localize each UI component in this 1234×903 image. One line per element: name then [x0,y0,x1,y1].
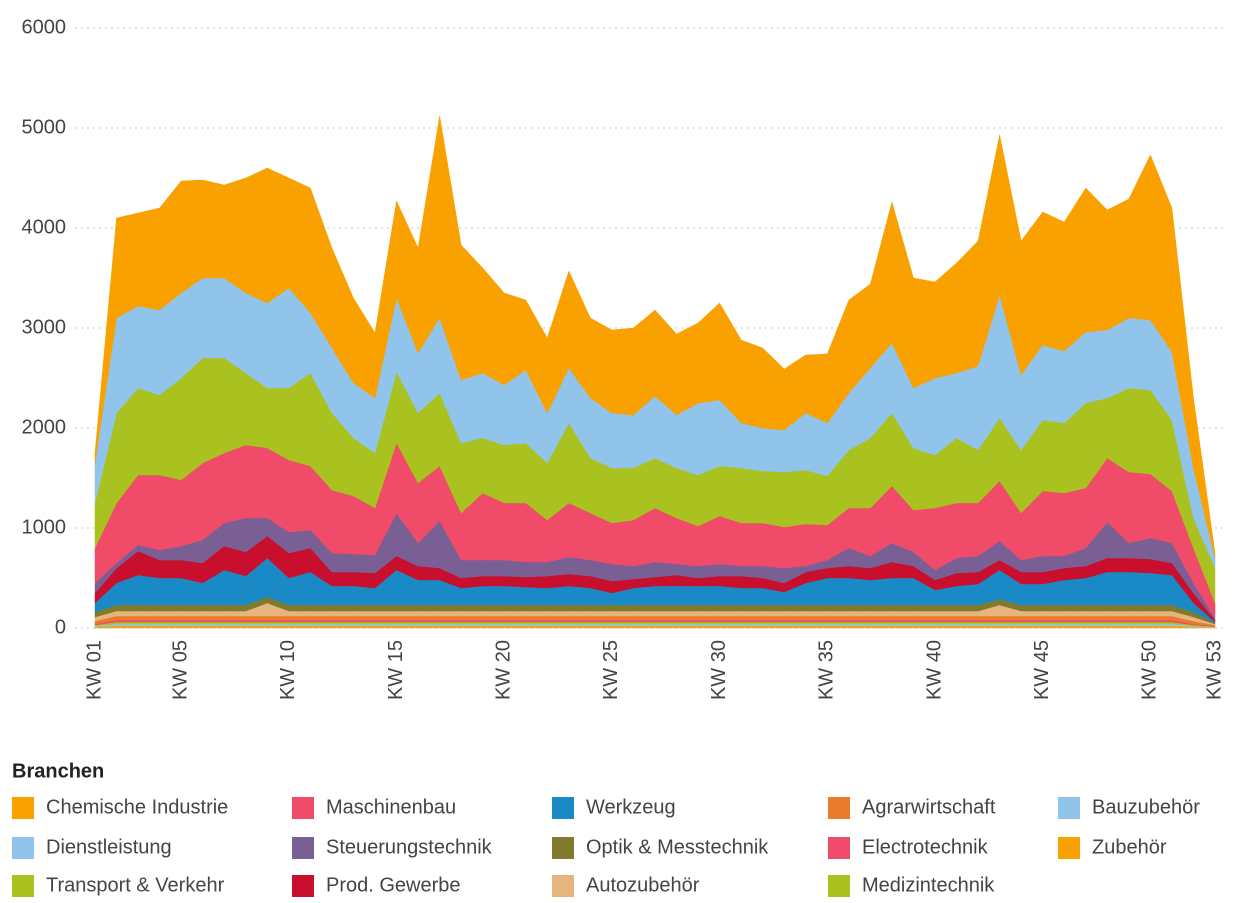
x-tick-label: KW 01 [83,640,105,700]
area [94,115,1216,559]
y-tick-label: 0 [55,616,66,638]
legend-swatch [12,837,34,859]
x-tick-label: KW 10 [277,640,299,700]
legend-swatch [552,875,574,897]
x-tick-label: KW 45 [1031,640,1053,700]
legend-title: Branchen [12,760,104,782]
y-tick-label: 5000 [22,116,67,138]
legend-swatch [552,837,574,859]
legend-swatch [292,797,314,819]
legend-label: Agrarwirtschaft [862,796,996,818]
legend-label: Maschinenbau [326,796,456,818]
area [94,625,1216,629]
legend-label: Zubehör [1092,836,1167,858]
legend-label: Chemische Industrie [46,796,228,818]
legend-label: Electrotechnik [862,836,989,858]
legend-label: Optik & Messtechnik [586,836,769,858]
y-tick-label: 6000 [22,16,67,38]
x-tick-label: KW 50 [1139,640,1161,700]
y-tick-label: 4000 [22,216,67,238]
x-tick-label: KW 40 [923,640,945,700]
legend-swatch [1058,837,1080,859]
x-tick-label: KW 20 [493,640,515,700]
x-tick-label: KW 53 [1203,640,1225,700]
legend-label: Steuerungstechnik [326,836,493,858]
legend-label: Werkzeug [586,796,676,818]
legend-label: Bauzubehör [1092,796,1200,818]
legend-swatch [828,837,850,859]
legend-swatch [552,797,574,819]
x-tick-label: KW 35 [816,640,838,700]
legend-swatch [12,875,34,897]
x-tick-label: KW 05 [169,640,191,700]
x-tick-label: KW 25 [600,640,622,700]
x-tick-label: KW 15 [385,640,407,700]
y-tick-label: 3000 [22,316,67,338]
legend-swatch [828,875,850,897]
legend-swatch [12,797,34,819]
y-tick-label: 1000 [22,516,67,538]
legend-swatch [828,797,850,819]
legend-swatch [1058,797,1080,819]
legend-swatch [292,837,314,859]
legend-label: Prod. Gewerbe [326,874,461,896]
legend-label: Dienstleistung [46,836,172,858]
legend-label: Autozubehör [586,874,700,896]
legend-label: Transport & Verkehr [46,874,225,896]
x-tick-label: KW 30 [708,640,730,700]
legend-swatch [292,875,314,897]
legend-label: Medizintechnik [862,874,995,896]
y-tick-label: 2000 [22,416,67,438]
